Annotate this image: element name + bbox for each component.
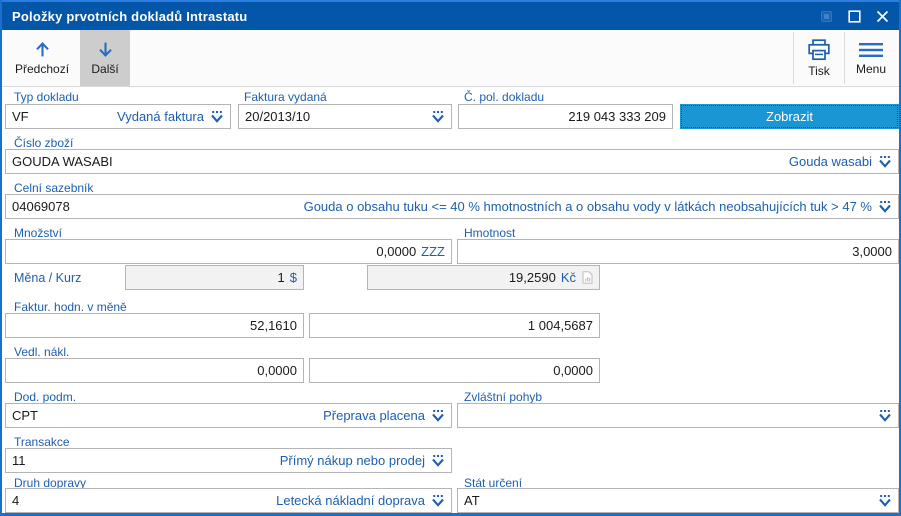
druh-dopravy-label: Druh dopravy	[14, 476, 87, 490]
druh-dopravy-display: Letecká nákladní doprava	[276, 493, 425, 508]
celni-sazebnik-field[interactable]: 04069078 Gouda o obsahu tuku <= 40 % hmo…	[5, 194, 899, 219]
faktura-vydana-value: 20/2013/10	[245, 109, 311, 124]
typ-dokladu-value: VF	[12, 109, 29, 124]
combo-dropdown-icon[interactable]	[878, 410, 892, 422]
print-button[interactable]: Tisk	[794, 30, 844, 86]
celni-sazebnik-value: 04069078	[12, 199, 70, 214]
combo-dropdown-icon[interactable]	[431, 455, 445, 467]
previous-button-label: Předchozí	[15, 62, 70, 76]
next-button[interactable]: Další	[80, 30, 131, 86]
transakce-value: 11	[12, 453, 26, 468]
stat-urceni-label: Stát určení	[464, 476, 523, 490]
toolbar: Předchozí Další Tisk Menu	[2, 30, 899, 87]
window-controls	[817, 7, 891, 25]
dod-podm-value: CPT	[12, 408, 38, 423]
printer-icon	[807, 39, 831, 61]
dod-podm-label: Dod. podm.	[14, 390, 77, 404]
close-window-icon[interactable]	[873, 7, 891, 25]
transakce-field[interactable]: 11 Přímý nákup nebo prodej	[5, 448, 452, 473]
mena-unit: $	[289, 270, 297, 285]
combo-dropdown-icon[interactable]	[431, 410, 445, 422]
combo-dropdown-icon[interactable]	[431, 111, 445, 123]
mnozstvi-value: 0,0000	[376, 244, 417, 259]
faktur-hodn-mena-value: 52,1610	[250, 318, 297, 333]
vedl-nakl-kc-field[interactable]: 0,0000	[309, 358, 600, 383]
faktur-hodn-kc-value: 1 004,5687	[527, 318, 593, 333]
combo-dropdown-icon[interactable]	[878, 156, 892, 168]
hmotnost-value: 3,0000	[852, 244, 892, 259]
menu-button-label: Menu	[855, 61, 886, 76]
window-title: Položky prvotních dokladů Intrastatu	[12, 8, 248, 24]
titlebar: Položky prvotních dokladů Intrastatu	[2, 0, 899, 30]
dod-podm-field[interactable]: CPT Přeprava placena	[5, 403, 452, 428]
c-pol-dokladu-value: 219 043 333 209	[568, 109, 666, 124]
typ-dokladu-label: Typ dokladu	[14, 90, 79, 104]
mena-field[interactable]: 1 $	[125, 265, 304, 290]
arrow-up-icon	[33, 40, 52, 59]
kurz-unit: Kč	[560, 270, 576, 285]
maximize-window-icon[interactable]	[845, 7, 863, 25]
druh-dopravy-field[interactable]: 4 Letecká nákladní doprava	[5, 488, 452, 513]
druh-dopravy-value: 4	[12, 493, 20, 508]
previous-button[interactable]: Předchozí	[4, 30, 80, 86]
stat-urceni-value: AT	[464, 493, 480, 508]
hamburger-menu-icon	[858, 41, 884, 59]
arrow-down-icon	[96, 40, 115, 59]
cislo-zbozi-field[interactable]: GOUDA WASABI Gouda wasabi	[5, 149, 899, 174]
stat-urceni-field[interactable]: AT	[457, 488, 899, 513]
transakce-display: Přímý nákup nebo prodej	[279, 453, 425, 468]
mena-value: 1	[277, 270, 285, 285]
restore-window-icon[interactable]	[817, 7, 835, 25]
zvlastni-pohyb-field[interactable]	[457, 403, 899, 428]
mnozstvi-unit: ZZZ	[421, 244, 445, 259]
toolbar-separator	[792, 32, 794, 84]
combo-dropdown-icon[interactable]	[431, 495, 445, 507]
typ-dokladu-display: Vydaná faktura	[117, 109, 204, 124]
celni-sazebnik-label: Celní sazebník	[14, 181, 94, 195]
menu-button[interactable]: Menu	[845, 30, 897, 86]
combo-dropdown-icon[interactable]	[210, 111, 224, 123]
toolbar-separator	[843, 32, 845, 84]
faktura-vydana-label: Faktura vydaná	[244, 90, 327, 104]
typ-dokladu-field[interactable]: VF Vydaná faktura	[5, 104, 231, 129]
transakce-label: Transakce	[14, 435, 70, 449]
faktur-hodn-mena-field[interactable]: 52,1610	[5, 313, 304, 338]
dod-podm-display: Přeprava placena	[323, 408, 425, 423]
cislo-zbozi-display: Gouda wasabi	[788, 154, 872, 169]
vedl-nakl-mena-field[interactable]: 0,0000	[5, 358, 304, 383]
mnozstvi-label: Množství	[14, 226, 63, 240]
cislo-zbozi-value: GOUDA WASABI	[12, 154, 113, 169]
vedl-nakl-kc-value: 0,0000	[553, 363, 593, 378]
faktur-hodn-kc-field[interactable]: 1 004,5687	[309, 313, 600, 338]
c-pol-dokladu-label: Č. pol. dokladu	[464, 90, 545, 104]
faktura-vydana-field[interactable]: 20/2013/10	[238, 104, 452, 129]
mena-kurz-label: Měna / Kurz	[14, 271, 82, 285]
c-pol-dokladu-field[interactable]: 219 043 333 209	[458, 104, 673, 129]
cislo-zbozi-label: Číslo zboží	[14, 136, 74, 150]
kurz-value: 19,2590	[508, 270, 556, 285]
vedl-nakl-mena-value: 0,0000	[257, 363, 297, 378]
hmotnost-label: Hmotnost	[464, 226, 516, 240]
mnozstvi-field[interactable]: 0,0000 ZZZ	[5, 239, 452, 264]
next-button-label: Další	[91, 62, 119, 76]
zvlastni-pohyb-label: Zvláštní pohyb	[464, 390, 543, 404]
print-button-label: Tisk	[808, 63, 830, 78]
combo-dropdown-icon[interactable]	[878, 495, 892, 507]
toolbar-right-group: Tisk Menu	[792, 30, 897, 86]
faktur-hodn-label: Faktur. hodn. v měně	[14, 300, 127, 314]
zobrazit-button[interactable]: Zobrazit	[680, 104, 899, 129]
celni-sazebnik-display: Gouda o obsahu tuku <= 40 % hmotnostních…	[303, 199, 872, 214]
combo-dropdown-icon[interactable]	[878, 201, 892, 213]
vedl-nakl-label: Vedl. nákl.	[14, 345, 70, 359]
kurz-field[interactable]: 19,2590 Kč	[367, 265, 600, 290]
hmotnost-field[interactable]: 3,0000	[457, 239, 899, 264]
exchange-rate-document-icon[interactable]	[582, 271, 593, 284]
